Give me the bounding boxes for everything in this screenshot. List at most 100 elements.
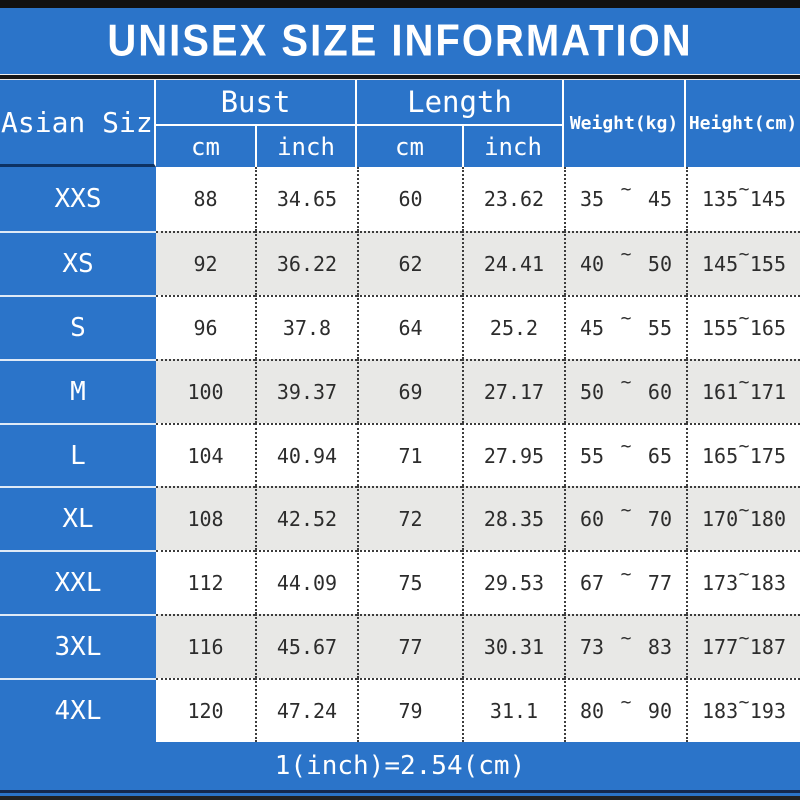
table-row-4xl: 4XL 120 47.24 79 31.1 80 ~ 90 183 ~ 193 [0, 678, 800, 743]
height-range: 177 ~ 187 [686, 614, 800, 679]
page-title: UNISEX SIZE INFORMATION [107, 15, 693, 66]
weight-range: 73 ~ 83 [564, 614, 686, 679]
length-cm-value: 79 [357, 678, 462, 743]
tilde-separator: ~ [738, 244, 750, 266]
table-row-s: S 96 37.8 64 25.2 45 ~ 55 155 ~ 165 [0, 294, 800, 359]
height-min: 183 [702, 699, 739, 724]
height-max: 165 [749, 315, 786, 340]
height-min: 165 [702, 443, 739, 468]
title-bar: UNISEX SIZE INFORMATION [0, 8, 800, 74]
table-row-3xl: 3XL 116 45.67 77 30.31 73 ~ 83 177 ~ 187 [0, 614, 800, 679]
length-inch-value: 27.95 [462, 422, 564, 487]
top-border-strip [0, 0, 800, 8]
weight-range: 40 ~ 50 [564, 230, 686, 295]
weight-range: 55 ~ 65 [564, 422, 686, 487]
length-cm-value: 72 [357, 486, 462, 551]
bust-inch-value: 45.67 [255, 614, 357, 679]
header-length: Length [357, 80, 562, 126]
weight-min: 40 [580, 251, 605, 276]
bottom-border-strip [0, 796, 800, 800]
conversion-note: 1(inch)=2.54(cm) [274, 751, 526, 781]
table-row-xs: XS 92 36.22 62 24.41 40 ~ 50 145 ~ 155 [0, 230, 800, 295]
tilde-separator: ~ [620, 627, 632, 649]
length-cm-value: 75 [357, 550, 462, 615]
bust-inch-value: 36.22 [255, 230, 357, 295]
height-min: 145 [702, 251, 739, 276]
weight-max: 90 [647, 699, 672, 724]
tilde-separator: ~ [620, 691, 632, 713]
size-label: XXL [0, 550, 156, 615]
height-max: 180 [749, 507, 786, 532]
height-max: 187 [749, 635, 786, 660]
length-cm-value: 62 [357, 230, 462, 295]
bust-cm-value: 100 [156, 358, 255, 423]
tilde-separator: ~ [620, 372, 632, 394]
height-min: 155 [702, 315, 739, 340]
height-max: 171 [749, 379, 786, 404]
weight-range: 80 ~ 90 [564, 678, 686, 743]
table-header: Asian Size Bust cm inch Length cm inch W… [0, 80, 800, 167]
bust-cm-value: 92 [156, 230, 255, 295]
weight-max: 60 [647, 379, 672, 404]
header-weight: Weight(kg) [564, 80, 686, 167]
header-asian-size: Asian Size [0, 80, 156, 167]
size-label: XXS [0, 167, 156, 231]
size-label: 3XL [0, 614, 156, 679]
weight-max: 77 [647, 571, 672, 596]
length-cm-value: 64 [357, 294, 462, 359]
weight-max: 83 [647, 635, 672, 660]
height-max: 183 [749, 571, 786, 596]
weight-min: 55 [580, 443, 605, 468]
tilde-separator: ~ [620, 179, 632, 201]
weight-min: 73 [580, 635, 605, 660]
tilde-separator: ~ [738, 691, 750, 713]
height-range: 145 ~ 155 [686, 230, 800, 295]
weight-min: 45 [580, 315, 605, 340]
size-label: L [0, 422, 156, 487]
size-label: XS [0, 230, 156, 295]
height-range: 173 ~ 183 [686, 550, 800, 615]
weight-range: 35 ~ 45 [564, 167, 686, 231]
length-inch-value: 29.53 [462, 550, 564, 615]
height-max: 145 [749, 186, 786, 211]
bust-cm-value: 96 [156, 294, 255, 359]
bust-cm-value: 104 [156, 422, 255, 487]
header-bust-inch: inch [255, 126, 355, 167]
tilde-separator: ~ [738, 179, 750, 201]
header-bust-group: Bust cm inch [156, 80, 357, 167]
bust-inch-value: 34.65 [255, 167, 357, 231]
tilde-separator: ~ [738, 499, 750, 521]
size-label: 4XL [0, 678, 156, 743]
length-inch-value: 23.62 [462, 167, 564, 231]
footer-blue-strip [0, 793, 800, 796]
bust-cm-value: 120 [156, 678, 255, 743]
weight-max: 45 [647, 186, 672, 211]
height-min: 173 [702, 571, 739, 596]
table-row-l: L 104 40.94 71 27.95 55 ~ 65 165 ~ 175 [0, 422, 800, 487]
length-inch-value: 28.35 [462, 486, 564, 551]
length-inch-value: 25.2 [462, 294, 564, 359]
header-height: Height(cm) [688, 113, 798, 134]
weight-max: 70 [647, 507, 672, 532]
conversion-note-bar: 1(inch)=2.54(cm) [0, 742, 800, 790]
header-length-inch: inch [462, 126, 562, 167]
weight-min: 80 [580, 699, 605, 724]
bust-inch-value: 44.09 [255, 550, 357, 615]
length-cm-value: 60 [357, 167, 462, 231]
title-separator [0, 74, 800, 80]
bust-inch-value: 37.8 [255, 294, 357, 359]
bust-cm-value: 108 [156, 486, 255, 551]
header-bust: Bust [156, 80, 355, 126]
size-label: XL [0, 486, 156, 551]
weight-max: 65 [647, 443, 672, 468]
tilde-separator: ~ [620, 436, 632, 457]
length-cm-value: 71 [357, 422, 462, 487]
tilde-separator: ~ [738, 436, 750, 457]
bust-inch-value: 42.52 [255, 486, 357, 551]
table-row-xxs: XXS 88 34.65 60 23.62 35 ~ 45 135 ~ 145 [0, 167, 800, 231]
height-range: 183 ~ 193 [686, 678, 800, 743]
table-body: XXS 88 34.65 60 23.62 35 ~ 45 135 ~ 145 … [0, 167, 800, 743]
height-range: 165 ~ 175 [686, 422, 800, 487]
footer-divider-line [0, 790, 800, 793]
